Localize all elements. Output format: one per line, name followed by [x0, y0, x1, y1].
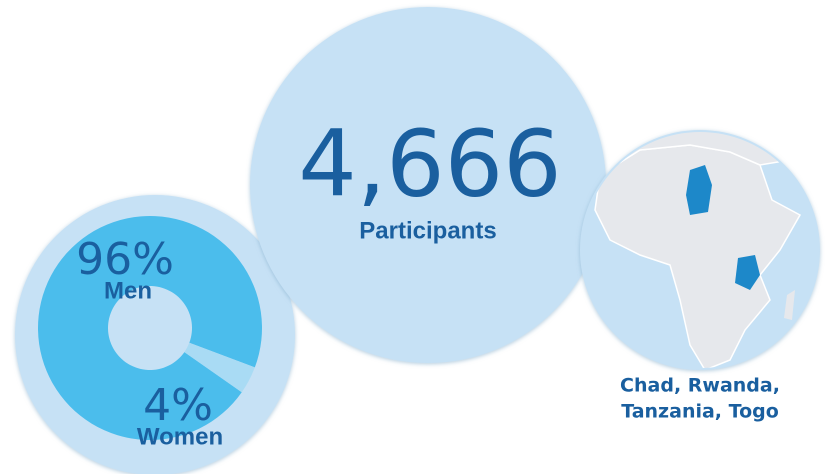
category-label: Women: [137, 423, 223, 450]
map-caption: Tanzania, Togo: [621, 401, 779, 423]
category-label: Men: [104, 277, 152, 304]
value-label: 4%: [143, 380, 213, 431]
value-label: 96%: [76, 234, 174, 285]
participants-label: Participants: [359, 217, 496, 244]
chad: [686, 165, 712, 215]
map-caption: Chad, Rwanda,: [620, 375, 780, 397]
tanzania: [735, 255, 760, 290]
donut-slice: [38, 216, 263, 440]
participants-value: 4,666: [298, 110, 561, 217]
madagascar: [784, 290, 795, 320]
participants-circle: [250, 7, 606, 363]
donut-slice: [184, 342, 255, 393]
